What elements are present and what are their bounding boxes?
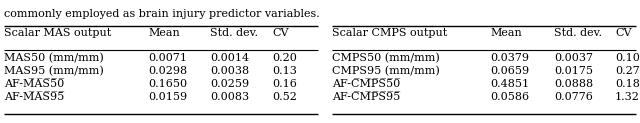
Text: AF-C̅M̅P̅S̅9̅5̅: AF-C̅M̅P̅S̅9̅5̅ (332, 92, 400, 102)
Text: 0.0776: 0.0776 (554, 92, 593, 102)
Text: Std. dev.: Std. dev. (210, 28, 258, 38)
Text: Mean: Mean (148, 28, 180, 38)
Text: 0.20: 0.20 (272, 53, 297, 63)
Text: 0.0037: 0.0037 (554, 53, 593, 63)
Text: 1.32: 1.32 (615, 92, 640, 102)
Text: Scalar CMPS output: Scalar CMPS output (332, 28, 447, 38)
Text: Scalar MAS output: Scalar MAS output (4, 28, 111, 38)
Text: 0.0014: 0.0014 (210, 53, 249, 63)
Text: 0.0159: 0.0159 (148, 92, 187, 102)
Text: Std. dev.: Std. dev. (554, 28, 602, 38)
Text: 0.52: 0.52 (272, 92, 297, 102)
Text: MAS95 (mm/mm): MAS95 (mm/mm) (4, 66, 104, 76)
Text: 0.0659: 0.0659 (490, 66, 529, 76)
Text: 0.4851: 0.4851 (490, 79, 529, 89)
Text: 0.0298: 0.0298 (148, 66, 187, 76)
Text: CMPS95 (mm/mm): CMPS95 (mm/mm) (332, 66, 440, 76)
Text: CV: CV (615, 28, 632, 38)
Text: MAS50 (mm/mm): MAS50 (mm/mm) (4, 53, 104, 63)
Text: AF-M̅A̅S̅9̅5̅: AF-M̅A̅S̅9̅5̅ (4, 92, 64, 102)
Text: 0.10: 0.10 (615, 53, 640, 63)
Text: CV: CV (272, 28, 289, 38)
Text: 0.0259: 0.0259 (210, 79, 249, 89)
Text: 0.16: 0.16 (272, 79, 297, 89)
Text: 0.0083: 0.0083 (210, 92, 249, 102)
Text: Mean: Mean (490, 28, 522, 38)
Text: 0.0586: 0.0586 (490, 92, 529, 102)
Text: AF-C̅M̅P̅S̅5̅0̅: AF-C̅M̅P̅S̅5̅0̅ (332, 79, 400, 89)
Text: 0.0175: 0.0175 (554, 66, 593, 76)
Text: 0.0071: 0.0071 (148, 53, 187, 63)
Text: 0.0888: 0.0888 (554, 79, 593, 89)
Text: AF-M̅A̅S̅5̅0̅: AF-M̅A̅S̅5̅0̅ (4, 79, 64, 89)
Text: 0.18: 0.18 (615, 79, 640, 89)
Text: 0.0379: 0.0379 (490, 53, 529, 63)
Text: CMPS50 (mm/mm): CMPS50 (mm/mm) (332, 53, 440, 63)
Text: 0.27: 0.27 (615, 66, 640, 76)
Text: 0.1650: 0.1650 (148, 79, 187, 89)
Text: 0.13: 0.13 (272, 66, 297, 76)
Text: 0.0038: 0.0038 (210, 66, 249, 76)
Text: commonly employed as brain injury predictor variables.: commonly employed as brain injury predic… (4, 9, 320, 19)
